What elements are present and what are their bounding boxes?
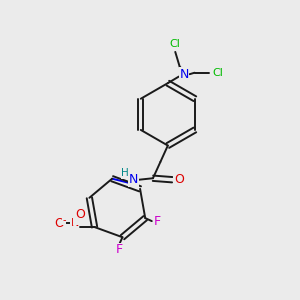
Text: H: H [122,168,129,178]
Text: Cl: Cl [170,40,181,50]
Text: N: N [70,218,79,229]
Text: O: O [174,173,184,186]
Text: F: F [154,215,161,228]
Text: N: N [179,68,189,81]
Text: -: - [62,214,66,225]
Text: N: N [129,173,138,186]
Text: +: + [74,215,80,224]
Text: Cl: Cl [212,68,223,78]
Text: O: O [54,217,64,230]
Text: O: O [75,208,85,221]
Text: F: F [115,243,122,256]
